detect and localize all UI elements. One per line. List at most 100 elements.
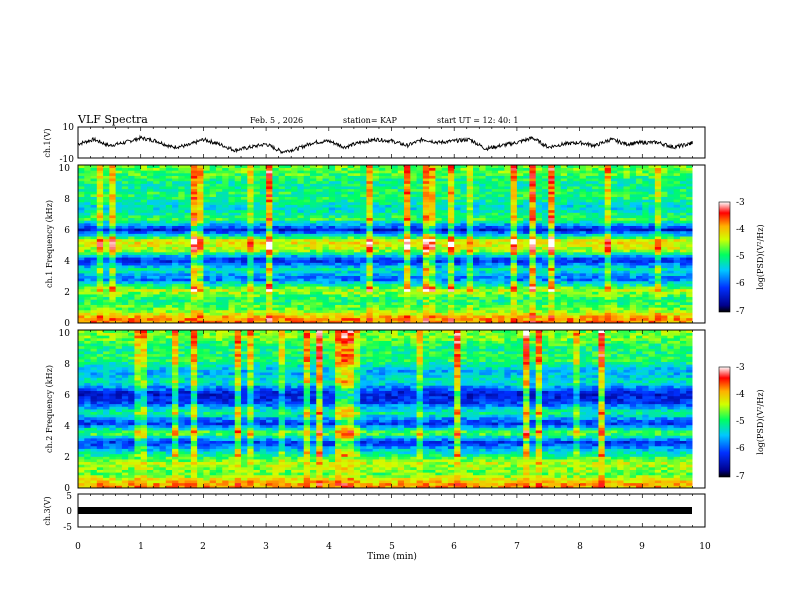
spectrogram-cell: [140, 307, 148, 311]
spectrogram-cell: [385, 307, 392, 311]
spectrogram-cell: [146, 275, 154, 279]
spectrogram-cell: [215, 212, 223, 216]
spectrogram-cell: [510, 317, 518, 321]
spectrogram-cell: [498, 267, 505, 271]
spectrogram-cell: [378, 272, 386, 276]
spectrogram-cell: [516, 222, 524, 226]
spectrogram-cell: [667, 312, 675, 316]
spectrogram-cell: [642, 251, 649, 255]
spectrogram-cell: [234, 241, 242, 245]
spectrogram-cell: [197, 241, 204, 245]
spectrogram-cell: [410, 215, 417, 219]
spectrogram-cell: [78, 272, 85, 276]
spectrogram-cell: [629, 275, 637, 279]
spectrogram-cell: [322, 317, 330, 321]
spectrogram-cell: [153, 254, 160, 258]
spectrogram-cell: [604, 241, 612, 245]
spectrogram-cell: [404, 307, 411, 311]
spectrogram-cell: [410, 262, 417, 266]
spectrogram-cell: [466, 193, 474, 197]
spectrogram-cell: [372, 222, 380, 226]
spectrogram-cell: [303, 288, 311, 292]
spectrogram-cell: [197, 304, 204, 308]
spectrogram-cell: [134, 225, 142, 229]
spectrogram-cell: [473, 299, 480, 303]
spectrogram-cell: [654, 217, 662, 221]
spectrogram-cell: [322, 207, 330, 211]
spectrogram-cell: [146, 315, 154, 319]
spectrogram-cell: [473, 228, 480, 232]
spectrogram-cell: [121, 228, 129, 232]
spectrogram-cell: [209, 196, 217, 200]
spectrogram-cell: [510, 272, 518, 276]
spectrogram-cell: [473, 209, 480, 213]
spectrogram-cell: [529, 220, 537, 224]
spectrogram-cell: [391, 220, 399, 224]
spectrogram-cell: [266, 241, 273, 245]
spectrogram-cell: [190, 220, 198, 224]
spectrogram-cell: [523, 309, 530, 313]
spectrogram-cell: [410, 246, 417, 250]
spectrogram-cell: [416, 238, 424, 242]
spectrogram-cell: [203, 244, 211, 248]
spectrogram-cell: [686, 320, 693, 324]
spectrogram-cell: [335, 312, 342, 316]
spectrogram-cell: [523, 254, 530, 258]
spectrogram-cell: [504, 294, 512, 298]
spectrogram-cell: [654, 244, 662, 248]
spectrogram-cell: [121, 212, 129, 216]
spectrogram-cell: [686, 278, 693, 282]
spectrogram-cell: [197, 294, 204, 298]
spectrogram-cell: [103, 230, 110, 234]
spectrogram-cell: [184, 209, 192, 213]
spectrogram-cell: [134, 270, 142, 274]
spectrogram-cell: [523, 228, 530, 232]
spectrogram-cell: [266, 246, 273, 250]
spectrogram-cell: [523, 307, 530, 311]
spectrogram-cell: [579, 201, 587, 205]
spectrogram-cell: [642, 220, 649, 224]
spectrogram-cell: [686, 286, 693, 290]
spectrogram-cell: [454, 272, 461, 276]
spectrogram-cell: [222, 191, 229, 195]
spectrogram-cell: [479, 309, 486, 313]
spectrogram-cell: [322, 222, 330, 226]
spectrogram-cell: [516, 312, 524, 316]
spectrogram-cell: [604, 299, 612, 303]
spectrogram-cell: [391, 270, 399, 274]
spectrogram-cell: [103, 257, 110, 261]
spectrogram-cell: [372, 215, 380, 219]
spectrogram-cell: [523, 238, 530, 242]
spectrogram-cell: [316, 233, 323, 237]
spectrogram-cell: [654, 201, 662, 205]
spectrogram-cell: [441, 246, 449, 250]
spectrogram-cell: [84, 217, 91, 221]
spectrogram-cell: [529, 259, 537, 263]
spectrogram-cell: [103, 291, 110, 295]
spectrogram-cell: [491, 207, 499, 211]
spectrogram-cell: [90, 201, 98, 205]
spectrogram-cell: [90, 246, 98, 250]
spectrogram-cell: [322, 249, 330, 253]
spectrogram-cell: [146, 244, 154, 248]
spectrogram-cell: [140, 267, 148, 271]
spectrogram-cell: [303, 212, 311, 216]
spectrogram-cell: [516, 233, 524, 237]
spectrogram-cell: [234, 238, 242, 242]
spectrogram-cell: [372, 212, 380, 216]
spectrogram-cell: [247, 291, 254, 295]
spectrogram-cell: [165, 191, 173, 195]
spectrogram-cell: [366, 220, 374, 224]
spectrogram-cell: [203, 196, 211, 200]
spectrogram-cell: [165, 304, 173, 308]
spectrogram-cell: [284, 238, 292, 242]
spectrogram-cell: [209, 244, 217, 248]
spectrogram-cell: [516, 249, 524, 253]
spectrogram-cell: [178, 315, 185, 319]
spectrogram-cell: [491, 288, 499, 292]
spectrogram-cell: [272, 220, 280, 224]
spectrogram-cell: [598, 188, 606, 192]
spectrogram-cell: [335, 259, 342, 263]
spectrogram-cell: [134, 283, 142, 287]
spectrogram-cell: [234, 275, 242, 279]
